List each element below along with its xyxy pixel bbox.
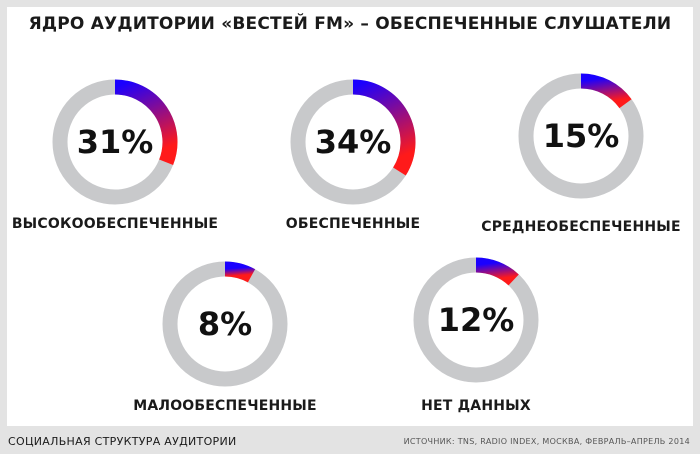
percentage-label: 31% xyxy=(77,123,154,161)
category-label: ОБЕСПЕЧЕННЫЕ xyxy=(285,216,421,232)
donut-chart: 34% xyxy=(290,79,416,205)
donut-value-arc xyxy=(580,73,632,109)
category-label: СРЕДНЕОБЕСПЕЧЕННЫЕ xyxy=(481,219,681,235)
category-label: НЕТ ДАННЫХ xyxy=(421,398,531,414)
donut-chart: 31% xyxy=(52,79,178,205)
donut-chart: 12% xyxy=(413,257,539,383)
category-label: МАЛООБЕСПЕЧЕННЫЕ xyxy=(133,398,317,414)
donut-value-arc xyxy=(114,79,178,166)
percentage-label: 12% xyxy=(438,301,515,339)
category-label: ВЫСОКООБЕСПЕЧЕННЫЕ xyxy=(11,216,219,232)
donut-value-arc xyxy=(352,79,416,176)
chart-title: ЯДРО АУДИТОРИИ «ВЕСТЕЙ FM» – ОБЕСПЕЧЕННЫ… xyxy=(28,14,672,34)
donut-chart: 8% xyxy=(162,261,288,387)
donut-chart: 15% xyxy=(518,73,644,199)
percentage-label: 34% xyxy=(315,123,392,161)
donut-value-arc xyxy=(475,257,519,286)
percentage-label: 8% xyxy=(198,305,252,343)
source-note: ИСТОЧНИК: TNS, RADIO INDEX, МОСКВА, ФЕВР… xyxy=(403,437,690,446)
donut-value-arc xyxy=(224,261,256,283)
percentage-label: 15% xyxy=(543,117,620,155)
footer-caption: СОЦИАЛЬНАЯ СТРУКТУРА АУДИТОРИИ xyxy=(8,435,237,448)
